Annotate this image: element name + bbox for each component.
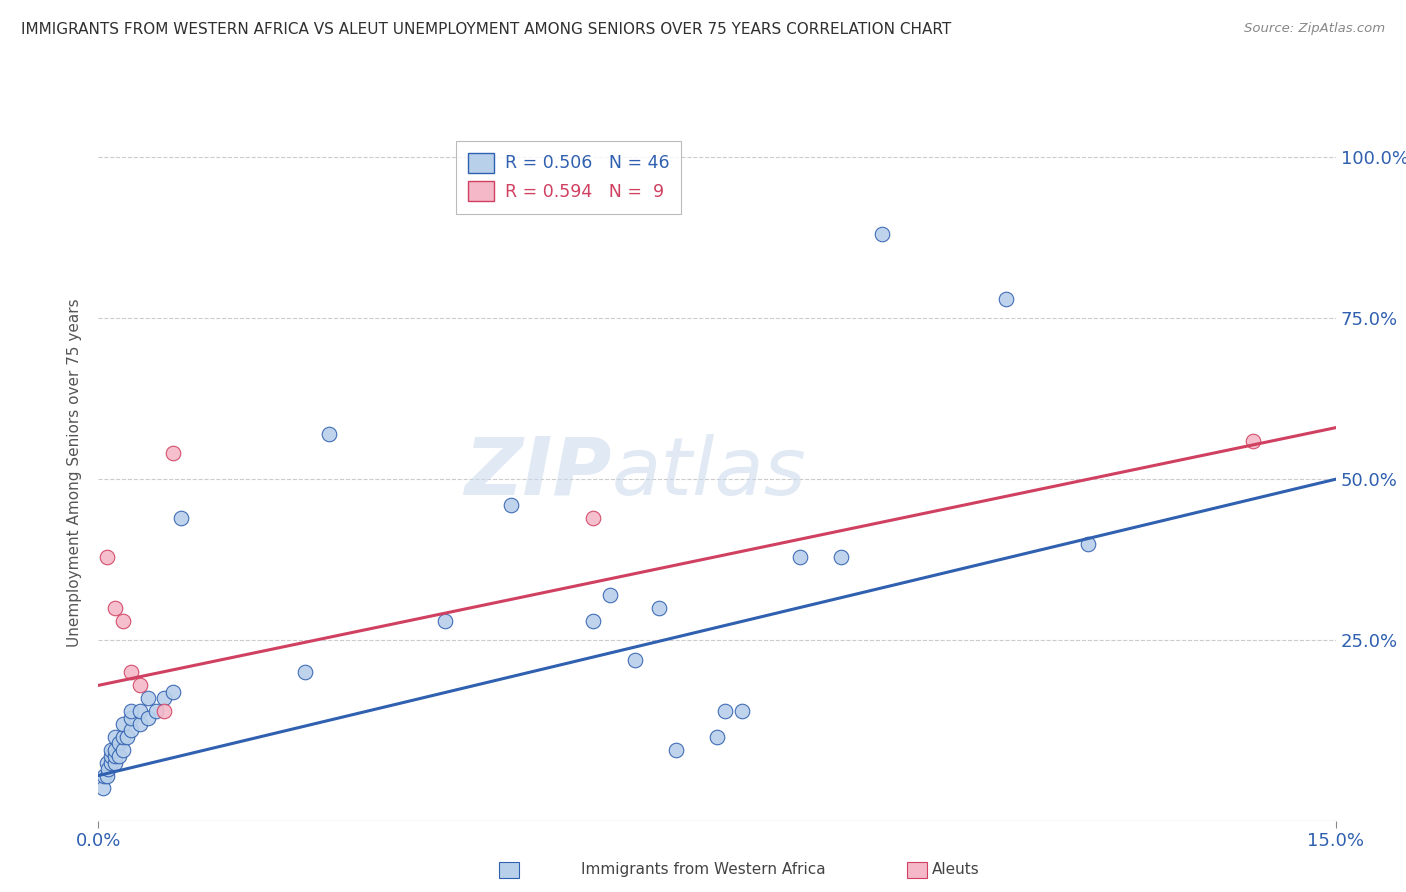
Point: [153, 704, 176, 718]
Point: [100, 743, 122, 757]
Point: [599, 588, 621, 602]
Point: [830, 549, 852, 564]
Point: [136, 691, 159, 706]
Point: [648, 601, 671, 615]
Point: [112, 743, 135, 757]
Point: [582, 614, 605, 628]
Point: [731, 704, 754, 718]
Point: [145, 704, 167, 718]
Text: Aleuts: Aleuts: [932, 863, 980, 877]
Point: [117, 730, 139, 744]
Point: [136, 710, 159, 724]
Point: [789, 549, 811, 564]
Point: [499, 498, 522, 512]
Text: ZIP: ZIP: [464, 434, 612, 512]
Point: [104, 743, 127, 757]
Point: [153, 691, 176, 706]
Legend: R = 0.506   N = 46, R = 0.594   N =  9: R = 0.506 N = 46, R = 0.594 N = 9: [456, 141, 682, 213]
Text: Source: ZipAtlas.com: Source: ZipAtlas.com: [1244, 22, 1385, 36]
Text: IMMIGRANTS FROM WESTERN AFRICA VS ALEUT UNEMPLOYMENT AMONG SENIORS OVER 75 YEARS: IMMIGRANTS FROM WESTERN AFRICA VS ALEUT …: [21, 22, 952, 37]
Point: [96, 549, 118, 564]
Point: [706, 730, 728, 744]
Point: [104, 730, 127, 744]
Text: atlas: atlas: [612, 434, 807, 512]
Point: [170, 511, 193, 525]
Point: [128, 704, 150, 718]
Point: [104, 601, 127, 615]
Point: [96, 768, 118, 782]
Point: [870, 227, 893, 242]
Point: [96, 756, 118, 770]
Point: [112, 717, 135, 731]
Text: Immigrants from Western Africa: Immigrants from Western Africa: [581, 863, 825, 877]
Point: [120, 704, 142, 718]
Point: [120, 723, 142, 738]
Point: [994, 292, 1017, 306]
Point: [112, 614, 135, 628]
Point: [318, 427, 340, 442]
Point: [1077, 536, 1099, 550]
Point: [100, 756, 122, 770]
Point: [104, 756, 127, 770]
Point: [128, 717, 150, 731]
Point: [108, 749, 131, 764]
Point: [162, 685, 184, 699]
Point: [714, 704, 737, 718]
Point: [162, 446, 184, 460]
Point: [120, 710, 142, 724]
Point: [582, 511, 605, 525]
Point: [97, 762, 120, 776]
Point: [104, 749, 127, 764]
Point: [100, 749, 122, 764]
Point: [128, 678, 150, 692]
Point: [91, 781, 114, 796]
Point: [623, 652, 645, 666]
Point: [120, 665, 142, 680]
Point: [93, 768, 115, 782]
Point: [108, 736, 131, 750]
Point: [433, 614, 456, 628]
Point: [294, 665, 316, 680]
Point: [112, 730, 135, 744]
Point: [665, 743, 688, 757]
Y-axis label: Unemployment Among Seniors over 75 years: Unemployment Among Seniors over 75 years: [67, 299, 83, 647]
Point: [1241, 434, 1264, 448]
